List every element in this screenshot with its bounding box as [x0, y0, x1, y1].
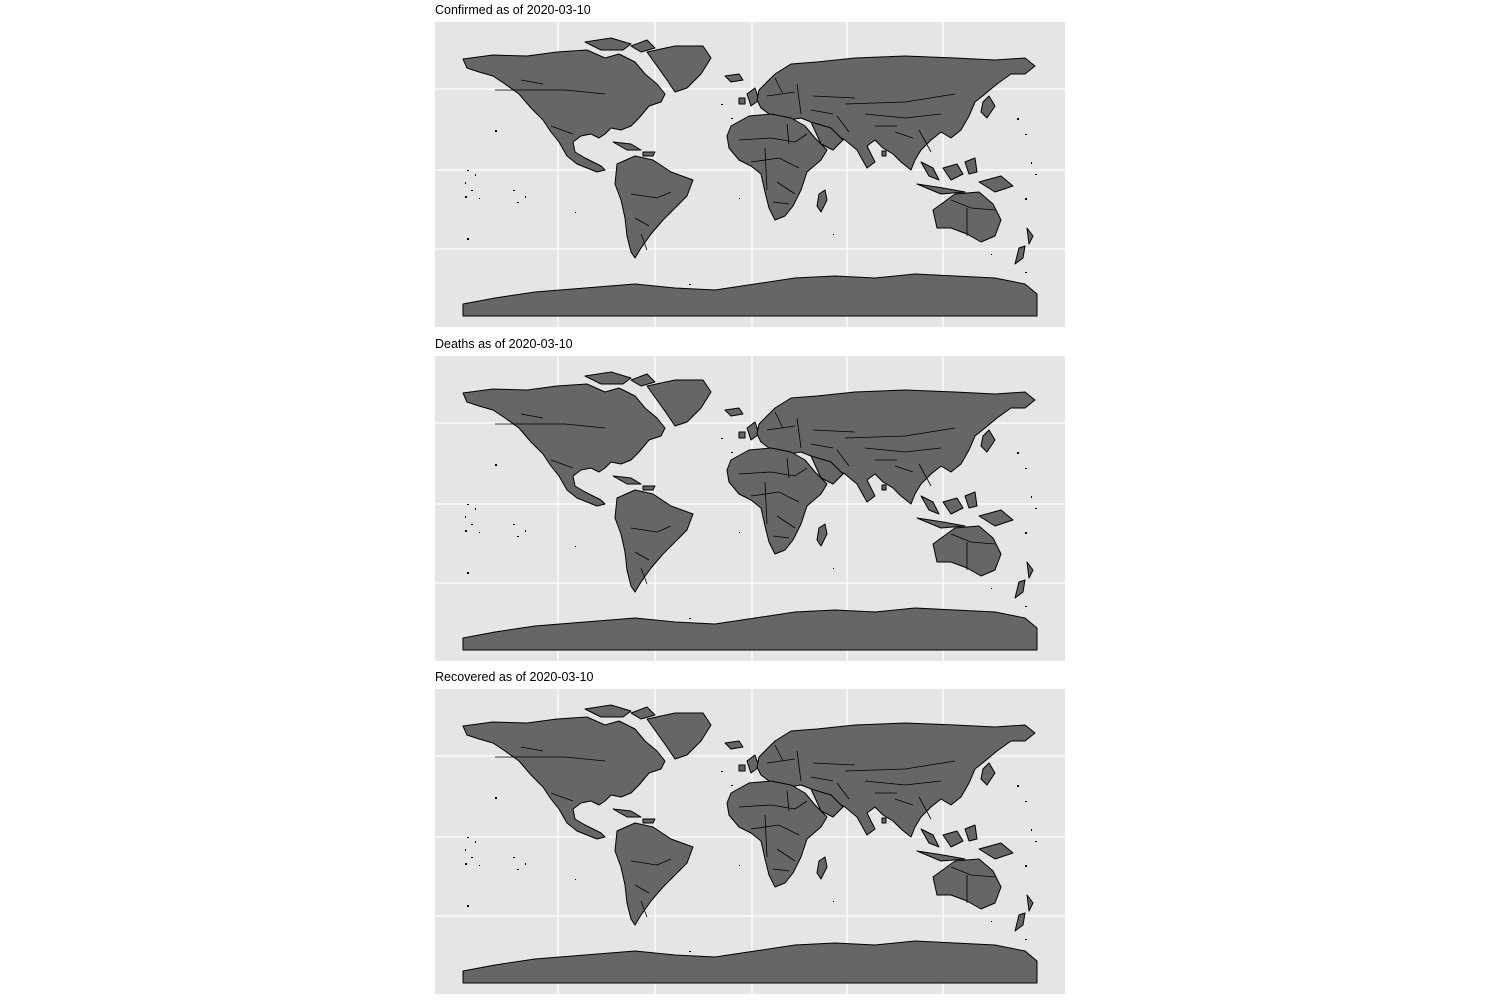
world-map — [435, 689, 1065, 994]
map-panel — [435, 689, 1065, 994]
land-masses — [462, 37, 1038, 317]
world-map — [435, 22, 1065, 327]
land-masses — [462, 704, 1038, 984]
map-panel — [435, 356, 1065, 661]
panel-title: Recovered as of 2020-03-10 — [435, 670, 594, 684]
world-map — [435, 356, 1065, 661]
panel-title: Confirmed as of 2020-03-10 — [435, 3, 591, 17]
panel-title: Deaths as of 2020-03-10 — [435, 337, 573, 351]
land-masses — [462, 371, 1038, 651]
map-panel — [435, 22, 1065, 327]
